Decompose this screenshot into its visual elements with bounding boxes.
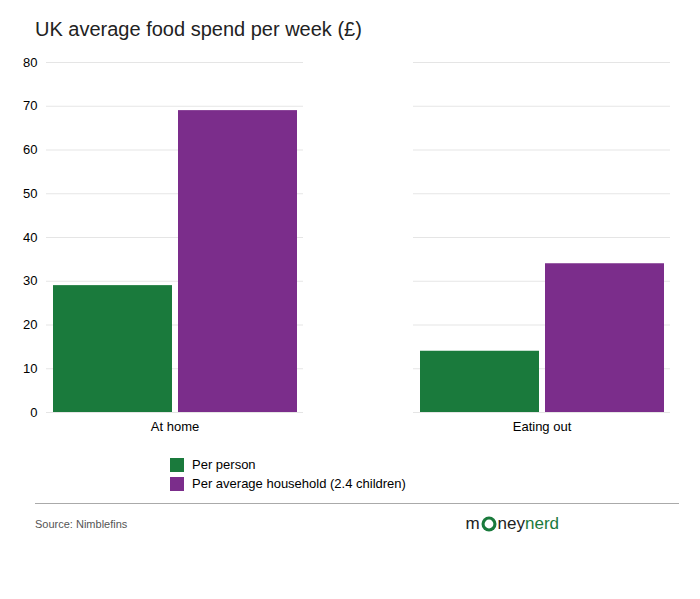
html-text:Per average household (2.4 chi: Per average household (2.4 children) xyxy=(192,476,406,491)
html-text:m: m xyxy=(465,514,480,533)
svg-text:10: 10 xyxy=(23,361,37,376)
svg-text:At home: At home xyxy=(151,419,199,434)
svg-text:80: 80 xyxy=(23,55,37,70)
svg-text:60: 60 xyxy=(23,142,37,157)
svg-text:30: 30 xyxy=(23,273,37,288)
html-text:Per person: Per person xyxy=(192,457,256,472)
svg-text:0: 0 xyxy=(30,405,37,420)
svg-text:Eating out: Eating out xyxy=(513,419,572,434)
html-text:UK average food spend per week: UK average food spend per week (£) xyxy=(35,18,362,40)
svg-text:20: 20 xyxy=(23,317,37,332)
html-text:ney nerd: ney nerd xyxy=(497,514,559,533)
svg-text:70: 70 xyxy=(23,98,37,113)
html-text:Source: Nimblefins: Source: Nimblefins xyxy=(35,518,128,530)
svg-text:50: 50 xyxy=(23,186,37,201)
svg-text:40: 40 xyxy=(23,230,37,245)
